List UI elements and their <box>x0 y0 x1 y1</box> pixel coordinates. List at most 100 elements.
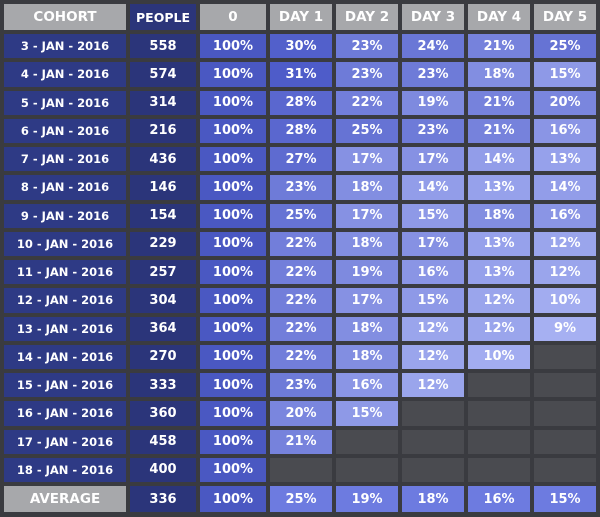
retention-cell-day-3: 16% <box>402 260 464 285</box>
average-cell-day-2: 19% <box>336 486 398 512</box>
header-cohort: COHORT <box>4 4 126 30</box>
empty-cell <box>468 429 530 454</box>
cohort-date-cell: 7 - JAN - 2016 <box>4 147 126 172</box>
retention-cell-day-5: 15% <box>534 62 596 87</box>
people-count-cell: 436 <box>130 147 196 172</box>
retention-cell-day-3: 12% <box>402 373 464 398</box>
retention-cell-day-0: 100% <box>200 316 266 341</box>
retention-cell-day-1: 22% <box>270 344 332 369</box>
retention-cell-day-5: 16% <box>534 203 596 228</box>
retention-cell-day-4: 21% <box>468 90 530 115</box>
average-cell-day-3: 18% <box>402 486 464 512</box>
retention-cell-day-3: 17% <box>402 147 464 172</box>
header-people: PEOPLE <box>130 4 196 30</box>
retention-cell-day-3: 15% <box>402 288 464 313</box>
header-day-3: DAY 3 <box>402 4 464 30</box>
retention-cell-day-4: 18% <box>468 62 530 87</box>
empty-cell <box>336 457 398 482</box>
cohort-date-cell: 8 - JAN - 2016 <box>4 175 126 200</box>
retention-cell-day-0: 100% <box>200 34 266 59</box>
empty-cell <box>336 429 398 454</box>
retention-cell-day-1: 22% <box>270 316 332 341</box>
average-cell-day-0: 100% <box>200 486 266 512</box>
retention-cell-day-2: 18% <box>336 231 398 256</box>
empty-cell <box>270 457 332 482</box>
retention-cell-day-2: 18% <box>336 316 398 341</box>
retention-cell-day-4: 13% <box>468 231 530 256</box>
retention-cell-day-1: 27% <box>270 147 332 172</box>
retention-cell-day-0: 100% <box>200 62 266 87</box>
cohort-date-cell: 6 - JAN - 2016 <box>4 118 126 143</box>
retention-cell-day-0: 100% <box>200 175 266 200</box>
retention-cell-day-0: 100% <box>200 429 266 454</box>
cohort-date-cell: 12 - JAN - 2016 <box>4 288 126 313</box>
retention-cell-day-5: 16% <box>534 118 596 143</box>
retention-cell-day-1: 22% <box>270 260 332 285</box>
retention-cell-day-3: 24% <box>402 34 464 59</box>
cohort-date-cell: 4 - JAN - 2016 <box>4 62 126 87</box>
average-cell-day-1: 25% <box>270 486 332 512</box>
header-day-1: DAY 1 <box>270 4 332 30</box>
empty-cell <box>402 429 464 454</box>
people-count-cell: 270 <box>130 344 196 369</box>
retention-cell-day-3: 17% <box>402 231 464 256</box>
header-day-5: DAY 5 <box>534 4 596 30</box>
retention-cell-day-2: 19% <box>336 260 398 285</box>
retention-cell-day-5: 12% <box>534 231 596 256</box>
people-count-cell: 304 <box>130 288 196 313</box>
empty-cell <box>402 401 464 426</box>
retention-cell-day-4: 21% <box>468 34 530 59</box>
retention-cell-day-5: 20% <box>534 90 596 115</box>
retention-cell-day-2: 23% <box>336 62 398 87</box>
retention-cell-day-1: 28% <box>270 118 332 143</box>
header-day-4: DAY 4 <box>468 4 530 30</box>
retention-cell-day-5: 14% <box>534 175 596 200</box>
cohort-date-cell: 5 - JAN - 2016 <box>4 90 126 115</box>
empty-cell <box>534 401 596 426</box>
retention-cell-day-5: 25% <box>534 34 596 59</box>
retention-cell-day-4: 10% <box>468 344 530 369</box>
retention-cell-day-2: 17% <box>336 147 398 172</box>
retention-cell-day-2: 15% <box>336 401 398 426</box>
people-count-cell: 154 <box>130 203 196 228</box>
retention-cell-day-4: 12% <box>468 316 530 341</box>
retention-cell-day-1: 23% <box>270 175 332 200</box>
retention-cell-day-3: 14% <box>402 175 464 200</box>
retention-cell-day-1: 28% <box>270 90 332 115</box>
retention-cell-day-1: 23% <box>270 373 332 398</box>
retention-cell-day-0: 100% <box>200 457 266 482</box>
people-count-cell: 146 <box>130 175 196 200</box>
retention-cell-day-0: 100% <box>200 373 266 398</box>
retention-cell-day-0: 100% <box>200 90 266 115</box>
people-count-cell: 229 <box>130 231 196 256</box>
retention-cell-day-1: 30% <box>270 34 332 59</box>
retention-cell-day-2: 17% <box>336 288 398 313</box>
retention-cell-day-0: 100% <box>200 344 266 369</box>
retention-cell-day-4: 12% <box>468 288 530 313</box>
header-day-2: DAY 2 <box>336 4 398 30</box>
header-day-0: 0 <box>200 4 266 30</box>
empty-cell <box>468 457 530 482</box>
retention-cell-day-4: 13% <box>468 175 530 200</box>
cohort-date-cell: 17 - JAN - 2016 <box>4 429 126 454</box>
cohort-retention-table: COHORT PEOPLE 0 DAY 1 DAY 2 DAY 3 DAY 4 … <box>4 4 596 512</box>
retention-cell-day-4: 21% <box>468 118 530 143</box>
empty-cell <box>402 457 464 482</box>
people-count-cell: 314 <box>130 90 196 115</box>
empty-cell <box>534 344 596 369</box>
people-count-cell: 257 <box>130 260 196 285</box>
cohort-date-cell: 18 - JAN - 2016 <box>4 457 126 482</box>
retention-cell-day-2: 17% <box>336 203 398 228</box>
people-count-cell: 216 <box>130 118 196 143</box>
retention-cell-day-3: 12% <box>402 316 464 341</box>
cohort-date-cell: 10 - JAN - 2016 <box>4 231 126 256</box>
cohort-date-cell: 15 - JAN - 2016 <box>4 373 126 398</box>
empty-cell <box>534 373 596 398</box>
people-count-cell: 364 <box>130 316 196 341</box>
cohort-date-cell: 9 - JAN - 2016 <box>4 203 126 228</box>
retention-cell-day-4: 18% <box>468 203 530 228</box>
retention-cell-day-0: 100% <box>200 147 266 172</box>
cohort-date-cell: 13 - JAN - 2016 <box>4 316 126 341</box>
retention-cell-day-1: 31% <box>270 62 332 87</box>
retention-cell-day-2: 18% <box>336 175 398 200</box>
